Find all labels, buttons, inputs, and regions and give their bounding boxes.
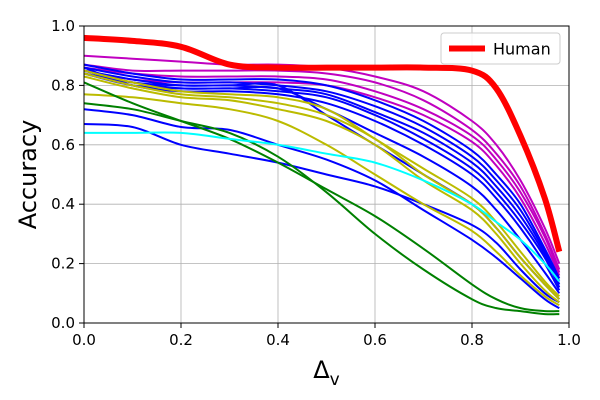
series-line-5	[83, 63, 561, 279]
x-tick-label: 0.6	[363, 331, 387, 349]
series-line-15	[83, 72, 561, 300]
x-tick-label: 0.2	[169, 331, 193, 349]
series-line-3	[83, 66, 561, 273]
y-tick-label: 0.6	[51, 136, 75, 154]
x-tick-label: 0.4	[266, 331, 290, 349]
series-line-1	[83, 54, 561, 264]
x-axis-label-main: Δ	[313, 356, 330, 384]
x-axis-label-subscript: v	[330, 370, 340, 390]
y-tick-label: 1.0	[51, 17, 75, 35]
series-line-2	[83, 63, 561, 270]
x-tick-label: 0.0	[72, 331, 96, 349]
y-tick-label: 0.8	[51, 76, 75, 94]
series-line-9	[83, 66, 561, 291]
legend-box	[440, 32, 561, 65]
x-tick-label: 0.8	[460, 331, 484, 349]
series-line-18	[83, 81, 560, 313]
y-tick-label: 0.4	[51, 195, 75, 213]
series-line-17	[83, 93, 560, 307]
plot-frame	[83, 25, 570, 324]
series-line-human	[83, 34, 563, 253]
series-line-19	[83, 102, 560, 316]
y-tick-label: 0.2	[51, 255, 75, 273]
x-axis-label: Δv	[313, 356, 339, 390]
series-line-11	[83, 69, 561, 300]
axis-ticks: 0.0 0.2 0.4 0.6 0.8 1.0 0.0 0.2 0.4 0.6 0.8 1.0	[51, 17, 581, 349]
legend-label-human: Human	[493, 40, 551, 59]
legend: Human	[440, 32, 561, 65]
y-tick-label: 0.0	[51, 314, 75, 332]
y-axis-label: Accuracy	[14, 120, 42, 230]
series-line-16	[83, 75, 560, 303]
series-line-6	[83, 66, 561, 282]
series-line-8	[83, 72, 561, 288]
series-line-13	[83, 123, 560, 304]
series-line-12	[83, 108, 560, 309]
series-line-20	[84, 131, 561, 283]
series-layer	[83, 34, 563, 316]
x-tick-label: 1.0	[557, 331, 581, 349]
